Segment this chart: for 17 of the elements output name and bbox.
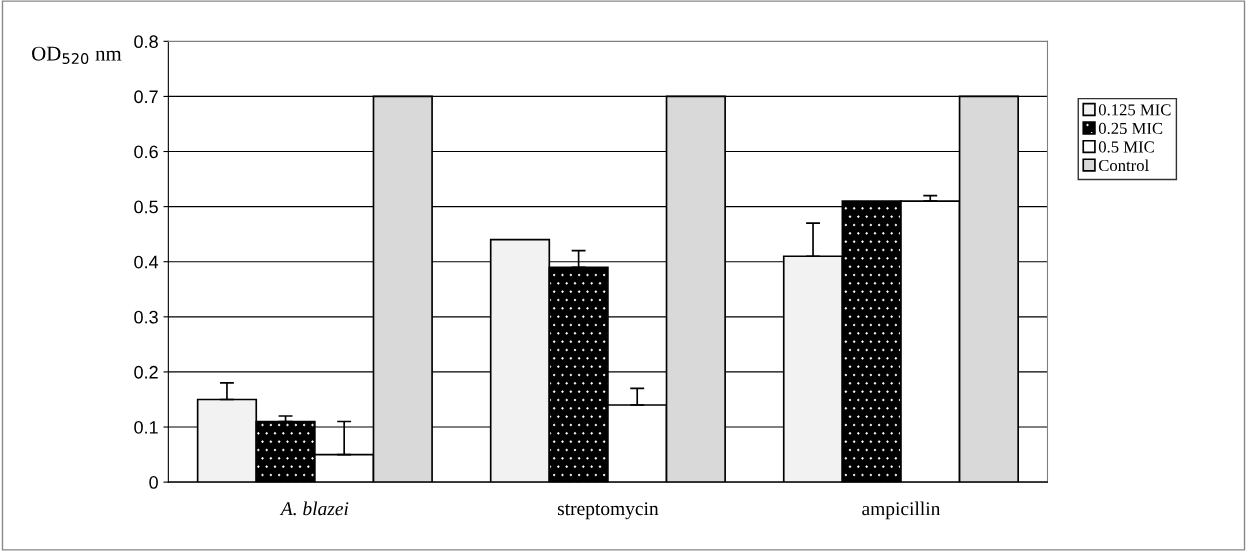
x-tick-label: ampicillin xyxy=(862,501,941,520)
legend-label: 0.25 MIC xyxy=(1098,122,1163,135)
y-tick-label: 0 xyxy=(149,476,158,489)
x-tick-label: A. blazei xyxy=(279,501,349,516)
legend-label: Control xyxy=(1098,159,1149,172)
y-tick-label: 0.3 xyxy=(134,310,158,324)
y-tick-label: 0.6 xyxy=(134,145,158,159)
y-tick-label: 0.4 xyxy=(134,255,159,269)
x-tick-label: streptomycin xyxy=(557,502,659,520)
y-axis-title: OD$_{520}$ nm xyxy=(32,46,122,65)
y-tick-label: 0.8 xyxy=(134,35,158,49)
y-tick-label: 0.5 xyxy=(134,200,158,214)
legend-label: 0.125 MIC xyxy=(1098,104,1171,116)
y-tick-label: 0.7 xyxy=(134,90,158,104)
y-tick-label: 0.2 xyxy=(134,365,158,379)
legend-label: 0.5 MIC xyxy=(1098,141,1154,153)
y-tick-label: 0.1 xyxy=(134,420,158,434)
